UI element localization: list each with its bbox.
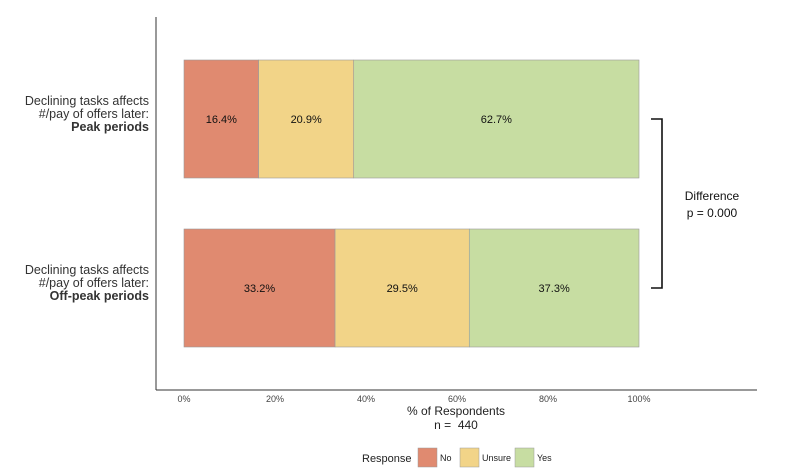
category-label-line-2-2: #/pay of offers later:: [39, 276, 149, 290]
x-tick-label-3: 40%: [357, 394, 375, 404]
legend-label-no: No: [440, 453, 452, 463]
legend: Response No Unsure Yes: [362, 447, 552, 468]
bar-value-label-no-1: 16.4%: [206, 114, 237, 126]
x-tick-label-6: 100%: [627, 394, 650, 404]
category-label-line-1-2: #/pay of offers later:: [39, 107, 149, 121]
bar-segment-unsure-2: [334, 228, 470, 348]
difference-title: Difference: [685, 189, 740, 203]
x-tick-label-2: 20%: [266, 394, 284, 404]
x-tick-label-1: 0%: [177, 394, 190, 404]
bar-value-label-yes-1: 62.7%: [481, 114, 512, 126]
category-label-line-1-1: Declining tasks affects: [25, 94, 149, 108]
bar-segment-yes-1: [353, 59, 640, 179]
legend-label-unsure: Unsure: [482, 453, 511, 463]
bars-layer: [183, 59, 640, 348]
bar-labels-layer: 16.4% 20.9% 62.7% 33.2% 29.5% 37.3%: [206, 114, 570, 295]
x-tick-labels: 0% 20% 40% 60% 80% 100%: [177, 394, 650, 404]
x-axis-title: % of Respondents: [407, 404, 505, 418]
legend-swatch-no: [417, 447, 438, 468]
difference-bracket: [651, 118, 663, 289]
legend-swatch-unsure: [459, 447, 480, 468]
legend-label-yes: Yes: [537, 453, 552, 463]
category-label-line-2-1: Declining tasks affects: [25, 263, 149, 277]
bar-segment-no-1: [183, 59, 259, 179]
bar-value-label-yes-2: 37.3%: [539, 283, 570, 295]
category-label-emphasis-1: Peak periods: [71, 120, 149, 134]
bar-segment-no-2: [183, 228, 336, 348]
difference-p-value: p = 0.000: [687, 206, 738, 220]
bar-segment-yes-2: [468, 228, 640, 348]
category-label-emphasis-2: Off-peak periods: [50, 289, 149, 303]
bar-value-label-unsure-2: 29.5%: [387, 283, 418, 295]
legend-swatch-yes: [514, 447, 535, 468]
legend-title: Response: [362, 453, 412, 465]
x-tick-label-5: 80%: [539, 394, 557, 404]
x-tick-label-4: 60%: [448, 394, 466, 404]
bar-value-label-unsure-1: 20.9%: [291, 114, 322, 126]
sample-size: n = 440: [434, 418, 478, 432]
category-labels-layer: Declining tasks affects#/pay of offers l…: [25, 94, 149, 303]
bar-segment-unsure-1: [258, 59, 355, 179]
bar-value-label-no-2: 33.2%: [244, 283, 275, 295]
